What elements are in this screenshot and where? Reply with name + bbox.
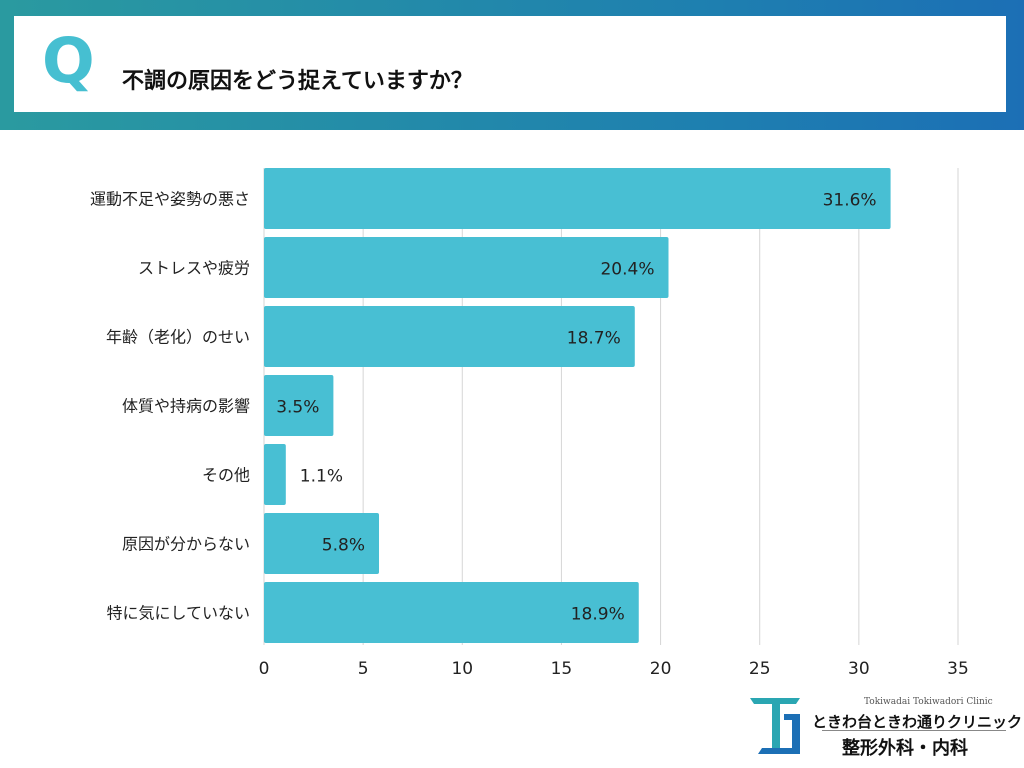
label-layer: 0 5 10 15 20 25 30 35 運動不足や姿勢の悪さ 31.6% ストレスや疲労 20.4… (90, 190, 969, 680)
value-label: 5.8% (322, 536, 365, 556)
question-text: 不調の原因をどう捉えていますか？ (122, 69, 473, 94)
logo-mark-t (750, 698, 800, 754)
category-label: 特に気にしていない (106, 604, 250, 623)
bar (264, 306, 635, 367)
x-tick-label: 30 (848, 659, 870, 679)
bar (264, 237, 669, 298)
logo-divider (822, 730, 1006, 731)
question-card: Q 不調の原因をどう捉えていますか？ (14, 16, 1006, 112)
category-label: 運動不足や姿勢の悪さ (90, 190, 250, 209)
bar (264, 375, 334, 436)
logo-department: 整形外科・内科 (842, 738, 968, 759)
bar-layer (264, 168, 891, 643)
bar (264, 444, 286, 505)
value-label: 18.7% (567, 329, 621, 349)
clinic-logo (750, 698, 800, 754)
logo-mark-c (758, 714, 800, 754)
bar-chart: 0 5 10 15 20 25 30 35 運動不足や姿勢の悪さ 31.6% ストレスや疲労 20.4… (90, 168, 969, 680)
logo-subtitle: Tokiwadai Tokiwadori Clinic (864, 697, 993, 707)
bar (264, 582, 639, 643)
value-label: 3.5% (276, 398, 319, 418)
x-tick-label: 5 (358, 659, 369, 679)
x-tick-label: 0 (259, 659, 270, 679)
bar (264, 513, 380, 574)
q-label: Q (42, 24, 95, 97)
x-tick-label: 15 (551, 659, 573, 679)
category-label: 年齢（老化）のせい (106, 328, 250, 347)
x-tick-label: 10 (451, 659, 473, 679)
value-label: 1.1% (300, 467, 343, 487)
value-label: 31.6% (823, 191, 877, 211)
category-label: 体質や持病の影響 (122, 397, 250, 416)
logo-name: ときわ台ときわ通りクリニック (812, 713, 1023, 731)
x-tick-label: 20 (650, 659, 672, 679)
value-label: 18.9% (571, 605, 625, 625)
value-label: 20.4% (600, 260, 654, 280)
bar (264, 168, 891, 229)
category-label: ストレスや疲労 (138, 259, 250, 278)
x-tick-label: 25 (749, 659, 771, 679)
x-tick-label: 35 (947, 659, 969, 679)
category-label: 原因が分からない (122, 535, 250, 554)
category-label: その他 (202, 466, 250, 485)
